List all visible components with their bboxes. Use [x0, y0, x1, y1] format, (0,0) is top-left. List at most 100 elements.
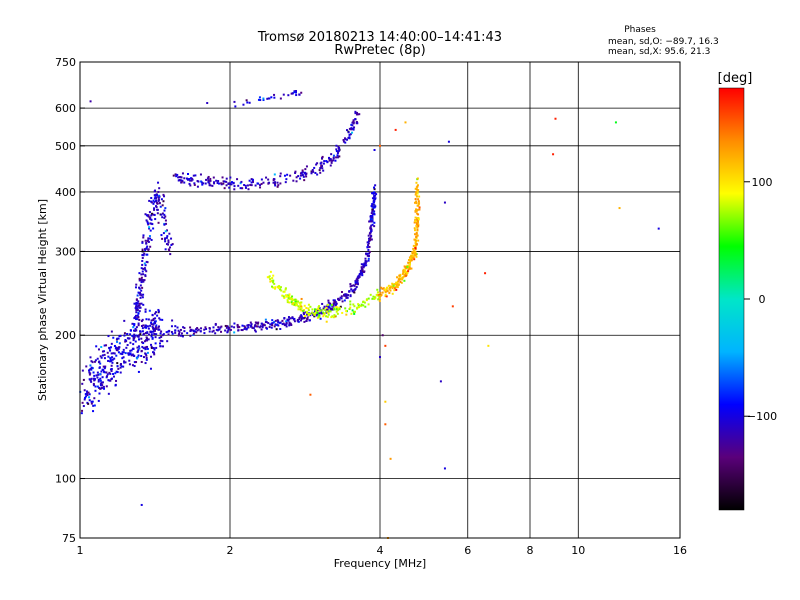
data-point: [134, 314, 137, 317]
data-point: [225, 184, 228, 187]
data-point: [176, 326, 179, 329]
data-point: [417, 218, 420, 221]
data-point: [413, 233, 416, 236]
data-point: [164, 219, 167, 222]
data-point: [97, 361, 100, 364]
data-point: [137, 324, 140, 327]
data-point: [148, 211, 151, 214]
data-point: [335, 308, 338, 311]
data-point: [141, 248, 144, 251]
data-point: [350, 123, 353, 126]
data-point: [271, 285, 274, 288]
data-point: [300, 301, 303, 304]
data-point: [321, 308, 324, 311]
data-point: [338, 155, 341, 158]
data-point: [381, 334, 384, 337]
data-point: [179, 328, 182, 331]
data-point: [271, 322, 274, 325]
data-point: [171, 319, 174, 322]
data-point: [285, 321, 288, 324]
data-point: [168, 249, 171, 252]
data-point: [147, 215, 150, 218]
data-point: [188, 178, 191, 181]
data-point: [182, 326, 185, 329]
data-point: [89, 364, 92, 367]
data-point: [273, 173, 276, 176]
data-point: [344, 293, 347, 296]
data-point: [248, 179, 251, 182]
data-point: [369, 226, 372, 229]
data-point: [205, 327, 208, 330]
data-point: [194, 174, 197, 177]
data-point: [159, 342, 162, 345]
data-point: [387, 284, 390, 287]
data-point: [392, 284, 395, 287]
data-point: [325, 311, 328, 314]
data-point: [360, 303, 363, 306]
data-point: [160, 330, 163, 333]
data-point: [324, 309, 327, 312]
data-point: [322, 162, 325, 165]
data-point: [315, 309, 318, 312]
data-point: [153, 194, 156, 197]
data-point: [152, 227, 155, 230]
data-point: [274, 286, 277, 289]
data-point: [158, 194, 161, 197]
data-point: [354, 283, 357, 286]
data-point: [247, 188, 250, 191]
data-point: [341, 300, 344, 303]
data-point: [298, 93, 301, 96]
data-point: [141, 318, 144, 321]
data-point: [237, 329, 240, 332]
data-point: [193, 183, 196, 186]
data-point: [325, 320, 328, 323]
data-point: [618, 207, 621, 210]
data-point: [134, 340, 137, 343]
data-point: [238, 326, 241, 329]
data-point: [323, 160, 326, 163]
data-point: [139, 333, 142, 336]
data-point: [146, 253, 149, 256]
data-point: [363, 270, 366, 273]
data-point: [213, 181, 216, 184]
data-point: [330, 161, 333, 164]
data-point: [179, 176, 182, 179]
data-point: [317, 315, 320, 318]
data-point: [372, 206, 375, 209]
data-point: [135, 309, 138, 312]
data-point: [170, 331, 173, 334]
data-point: [398, 278, 401, 281]
data-point: [131, 353, 134, 356]
data-point: [90, 366, 93, 369]
data-point: [400, 277, 403, 280]
data-point: [277, 321, 280, 324]
data-point: [376, 288, 379, 291]
data-point: [355, 286, 358, 289]
data-point: [161, 237, 164, 240]
data-point: [93, 377, 96, 380]
data-point: [87, 391, 90, 394]
data-point: [227, 182, 230, 185]
data-point: [133, 333, 136, 336]
data-point: [244, 184, 247, 187]
data-point: [206, 177, 209, 180]
data-point: [337, 146, 340, 149]
data-point: [407, 261, 410, 264]
data-point: [84, 393, 87, 396]
data-point: [151, 212, 154, 215]
data-point: [407, 259, 410, 262]
data-point: [154, 342, 157, 345]
data-point: [261, 326, 264, 329]
data-point: [384, 400, 387, 403]
data-point: [165, 229, 168, 232]
data-point: [272, 286, 275, 289]
data-point: [90, 380, 93, 383]
data-point: [122, 348, 125, 351]
data-point: [411, 251, 414, 254]
data-point: [373, 210, 376, 213]
data-point: [193, 182, 196, 185]
data-point: [373, 186, 376, 189]
data-point: [385, 295, 388, 298]
data-point: [260, 328, 263, 331]
data-point: [116, 347, 119, 350]
